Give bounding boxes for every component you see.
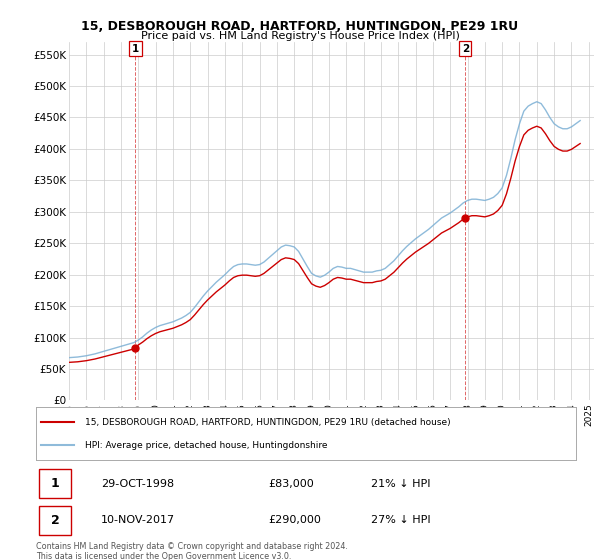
- Text: 21% ↓ HPI: 21% ↓ HPI: [371, 479, 430, 489]
- Text: £290,000: £290,000: [268, 515, 321, 525]
- Text: 15, DESBOROUGH ROAD, HARTFORD, HUNTINGDON, PE29 1RU: 15, DESBOROUGH ROAD, HARTFORD, HUNTINGDO…: [82, 20, 518, 32]
- Text: 2: 2: [50, 514, 59, 527]
- Text: 1: 1: [50, 477, 59, 491]
- Text: Price paid vs. HM Land Registry's House Price Index (HPI): Price paid vs. HM Land Registry's House …: [140, 31, 460, 41]
- FancyBboxPatch shape: [39, 506, 71, 535]
- FancyBboxPatch shape: [39, 469, 71, 498]
- Text: 1: 1: [132, 44, 139, 54]
- Text: 2: 2: [461, 44, 469, 54]
- Text: Contains HM Land Registry data © Crown copyright and database right 2024.
This d: Contains HM Land Registry data © Crown c…: [36, 542, 348, 560]
- Text: £83,000: £83,000: [268, 479, 314, 489]
- Text: 27% ↓ HPI: 27% ↓ HPI: [371, 515, 430, 525]
- Text: 29-OCT-1998: 29-OCT-1998: [101, 479, 174, 489]
- Text: HPI: Average price, detached house, Huntingdonshire: HPI: Average price, detached house, Hunt…: [85, 441, 327, 450]
- Text: 10-NOV-2017: 10-NOV-2017: [101, 515, 175, 525]
- Text: 15, DESBOROUGH ROAD, HARTFORD, HUNTINGDON, PE29 1RU (detached house): 15, DESBOROUGH ROAD, HARTFORD, HUNTINGDO…: [85, 418, 450, 427]
